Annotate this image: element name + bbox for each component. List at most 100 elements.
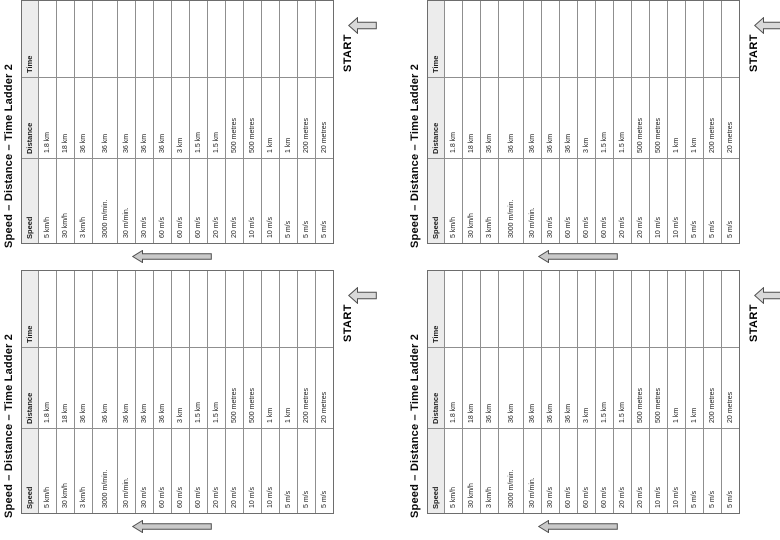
distance-cell: 1.8 km	[39, 348, 56, 428]
speed-cell: 5 m/s	[316, 159, 333, 243]
ladder-up-arrow-icon	[132, 520, 212, 533]
speed-cell: 10 m/s	[668, 429, 685, 513]
column-header-speed: Speed	[428, 429, 444, 513]
speed-cell: 30 m/min.	[524, 159, 541, 243]
time-cell	[154, 271, 171, 347]
distance-cell: 36 km	[136, 348, 153, 428]
time-cell	[722, 271, 739, 347]
time-cell	[481, 271, 498, 347]
speed-cell: 20 m/s	[226, 159, 243, 243]
time-cell	[463, 1, 480, 77]
ladder-sheet: Speed – Distance – Time Ladder 2 Speed D…	[0, 270, 390, 540]
time-cell	[75, 1, 92, 77]
distance-cell: 200 metres	[704, 348, 721, 428]
time-cell	[298, 1, 315, 77]
time-cell	[650, 1, 667, 77]
distance-cell: 36 km	[136, 78, 153, 158]
speed-cell: 60 m/s	[578, 159, 595, 243]
time-cell	[172, 271, 189, 347]
time-cell	[524, 1, 541, 77]
start-up-arrow-icon	[348, 287, 377, 304]
distance-cell: 500 metres	[244, 78, 261, 158]
distance-cell: 1.8 km	[39, 78, 56, 158]
column-header-speed: Speed	[428, 159, 444, 243]
speed-cell: 3 km/h	[481, 159, 498, 243]
speed-cell: 30 m/min.	[118, 429, 135, 513]
time-cell	[39, 271, 56, 347]
speed-cell: 5 m/s	[722, 159, 739, 243]
time-cell	[704, 271, 721, 347]
speed-cell: 10 m/s	[668, 159, 685, 243]
distance-cell: 1 km	[280, 348, 297, 428]
distance-cell: 500 metres	[226, 348, 243, 428]
speed-cell: 30 m/s	[136, 159, 153, 243]
worksheet-copy: Speed – Distance – Time Ladder 2 Speed D…	[406, 0, 780, 270]
column-header-distance: Distance	[428, 348, 444, 428]
time-cell	[614, 1, 631, 77]
time-cell	[596, 271, 613, 347]
start-label: START	[748, 34, 760, 72]
distance-cell: 1.5 km	[614, 348, 631, 428]
speed-cell: 30 km/h	[463, 159, 480, 243]
time-cell	[208, 271, 225, 347]
distance-cell: 1 km	[280, 78, 297, 158]
sheet-title: Speed – Distance – Time Ladder 2	[3, 63, 15, 248]
start-label: START	[342, 34, 354, 72]
time-cell	[136, 271, 153, 347]
time-cell	[704, 1, 721, 77]
speed-cell: 3 km/h	[75, 159, 92, 243]
speed-cell: 60 m/s	[154, 159, 171, 243]
time-cell	[154, 1, 171, 77]
start-up-arrow-icon	[754, 287, 780, 304]
time-cell	[614, 271, 631, 347]
time-cell	[226, 271, 243, 347]
distance-cell: 500 metres	[650, 78, 667, 158]
speed-cell: 60 m/s	[596, 429, 613, 513]
distance-cell: 3 km	[172, 78, 189, 158]
worksheet-copy: Speed – Distance – Time Ladder 2 Speed D…	[406, 270, 780, 540]
time-cell	[445, 271, 462, 347]
speed-cell: 10 m/s	[244, 429, 261, 513]
speed-cell: 60 m/s	[172, 159, 189, 243]
column-header-speed: Speed	[22, 429, 38, 513]
distance-cell: 1.8 km	[445, 78, 462, 158]
distance-cell: 36 km	[542, 348, 559, 428]
time-cell	[190, 271, 207, 347]
speed-cell: 3 km/h	[75, 429, 92, 513]
time-cell	[280, 271, 297, 347]
speed-distance-time-table: Speed Distance Time 5 km/h 1.8 km 30 km/h 1…	[21, 0, 334, 244]
speed-cell: 60 m/s	[596, 159, 613, 243]
column-header-distance: Distance	[22, 348, 38, 428]
speed-cell: 20 m/s	[614, 159, 631, 243]
speed-cell: 60 m/s	[578, 429, 595, 513]
distance-cell: 36 km	[481, 348, 498, 428]
column-header-distance: Distance	[428, 78, 444, 158]
time-cell	[208, 1, 225, 77]
ladder-sheet: Speed – Distance – Time Ladder 2 Speed D…	[406, 0, 780, 270]
time-cell	[316, 271, 333, 347]
distance-cell: 3 km	[578, 348, 595, 428]
speed-cell: 5 m/s	[316, 429, 333, 513]
distance-cell: 36 km	[154, 348, 171, 428]
speed-cell: 5 m/s	[686, 429, 703, 513]
distance-cell: 18 km	[57, 78, 74, 158]
speed-cell: 3 km/h	[481, 429, 498, 513]
time-cell	[280, 1, 297, 77]
distance-cell: 36 km	[93, 348, 117, 428]
distance-cell: 1.5 km	[208, 348, 225, 428]
time-cell	[39, 1, 56, 77]
distance-cell: 1.5 km	[190, 348, 207, 428]
column-header-time: Time	[428, 1, 444, 77]
speed-cell: 3000 m/min.	[93, 159, 117, 243]
distance-cell: 1 km	[668, 78, 685, 158]
distance-cell: 500 metres	[650, 348, 667, 428]
speed-cell: 10 m/s	[650, 159, 667, 243]
speed-cell: 20 m/s	[208, 159, 225, 243]
speed-cell: 30 m/s	[542, 159, 559, 243]
ladder-up-arrow-icon	[538, 250, 618, 263]
speed-cell: 10 m/s	[262, 159, 279, 243]
speed-cell: 5 m/s	[280, 159, 297, 243]
distance-cell: 1.5 km	[190, 78, 207, 158]
column-header-time: Time	[22, 271, 38, 347]
